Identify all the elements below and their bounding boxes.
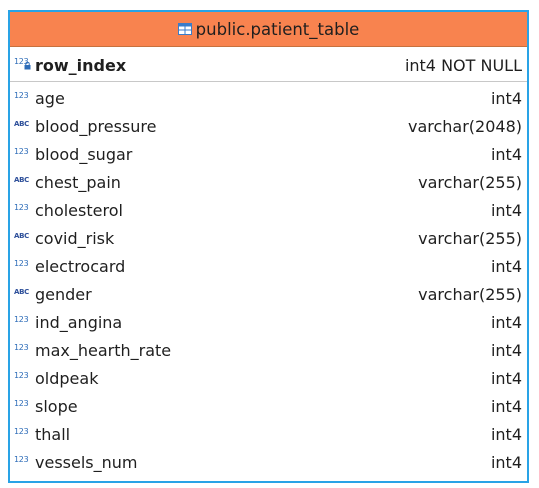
column-type: int4 [490,340,522,360]
int-icon: 123 [14,259,29,268]
column-name: vessels_num [35,452,138,472]
abc-icon: ABC [14,232,29,240]
column-name: blood_sugar [35,144,133,164]
column-row[interactable]: 123 blood_sugar int4 [10,140,527,168]
int-icon: 123 [14,343,29,352]
column-type: varchar(255) [418,284,522,304]
column-row[interactable]: 123 cholesterol int4 [10,196,527,224]
column-name: blood_pressure [35,116,157,136]
column-type: int4 [490,88,522,108]
column-type: int4 [490,256,522,276]
column-name: chest_pain [35,172,121,192]
entity-table[interactable]: public.patient_table 123 row_index int4 … [8,10,529,483]
column-name: cholesterol [35,200,123,220]
column-type: int4 [490,452,522,472]
column-type: int4 [490,144,522,164]
pk-divider [10,81,527,82]
column-type: int4 [490,396,522,416]
table-body: 123 row_index int4 NOT NULL 123 age int4 AB… [10,47,527,476]
column-name: age [35,88,65,108]
int-icon: 123 [14,203,29,212]
column-type: int4 [490,200,522,220]
column-name: row_index [35,55,127,75]
int-icon: 123 [14,315,29,324]
column-row[interactable]: 123 vessels_num int4 [10,448,527,476]
key-icon [24,62,31,70]
abc-icon: ABC [14,120,29,128]
column-type: int4 [490,368,522,388]
column-row[interactable]: ABC covid_risk varchar(255) [10,224,527,252]
column-type: int4 NOT NULL [404,55,522,75]
column-type: int4 [490,424,522,444]
column-name: covid_risk [35,228,115,248]
int-icon: 123 [14,371,29,380]
column-row[interactable]: 123 slope int4 [10,392,527,420]
int-icon: 123 [14,91,29,100]
int-icon: 123 [14,427,29,436]
column-row[interactable]: 123 oldpeak int4 [10,364,527,392]
column-type: int4 [490,312,522,332]
int-key-icon: 123 [14,57,29,66]
int-icon: 123 [14,455,29,464]
primary-key-row[interactable]: 123 row_index int4 NOT NULL [10,50,527,80]
column-row[interactable]: ABC blood_pressure varchar(2048) [10,112,527,140]
abc-icon: ABC [14,176,29,184]
column-name: oldpeak [35,368,99,388]
column-row[interactable]: 123 age int4 [10,84,527,112]
column-type: varchar(2048) [407,116,522,136]
column-type: varchar(255) [418,228,522,248]
column-name: ind_angina [35,312,123,332]
column-name: max_hearth_rate [35,340,172,360]
column-row[interactable]: 123 electrocard int4 [10,252,527,280]
table-header[interactable]: public.patient_table [10,12,527,47]
column-row[interactable]: 123 thall int4 [10,420,527,448]
column-type: varchar(255) [418,172,522,192]
column-row[interactable]: ABC gender varchar(255) [10,280,527,308]
column-row[interactable]: 123 max_hearth_rate int4 [10,336,527,364]
table-icon [177,23,192,35]
int-icon: 123 [14,399,29,408]
column-list: 123 age int4 ABC blood_pressure varchar(2048)… [10,84,527,476]
column-name: electrocard [35,256,126,276]
int-icon: 123 [14,147,29,156]
column-name: thall [35,424,71,444]
column-name: slope [35,396,78,416]
column-row[interactable]: ABC chest_pain varchar(255) [10,168,527,196]
table-title: public.patient_table [195,19,360,39]
abc-icon: ABC [14,288,29,296]
column-row[interactable]: 123 ind_angina int4 [10,308,527,336]
column-name: gender [35,284,92,304]
